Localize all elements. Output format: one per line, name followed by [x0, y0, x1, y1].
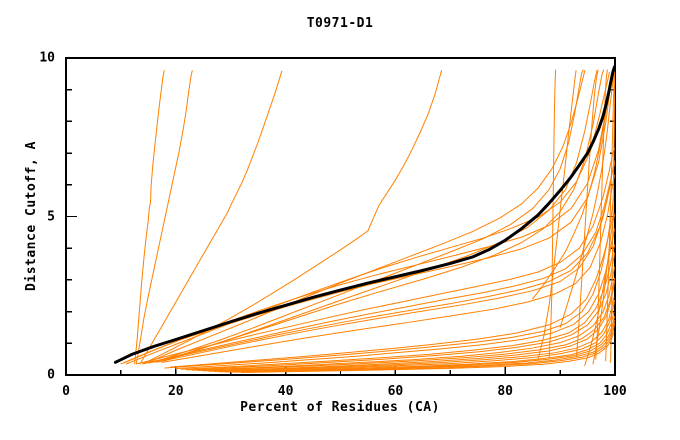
series-line-model-low-band-1 [164, 198, 614, 369]
series-line-model-low-band-2 [169, 212, 615, 368]
x-tick-label: 100 [603, 384, 627, 399]
series-line-model-mid-band-5 [161, 174, 615, 363]
x-tick-label: 80 [497, 384, 514, 399]
series-line-model-mid-band-4 [156, 162, 615, 363]
series-line-model-mid-band-2 [136, 147, 615, 365]
series-line-model-vertical-rise-3 [576, 69, 599, 357]
series-line-model-low-band-6 [191, 266, 615, 371]
x-tick-label: 40 [277, 384, 294, 399]
x-tick-label: 60 [387, 384, 404, 399]
series-line-model-mid-3 [153, 69, 584, 363]
series-line-model-low-band-15 [241, 331, 615, 373]
series-line-model-short-right-2 [584, 233, 615, 366]
series-line-model-mid-band-1 [142, 163, 615, 365]
series-line-model-vertical-rise-6 [610, 67, 615, 363]
x-axis-label: Percent of Residues (CA) [240, 400, 440, 415]
series-group [113, 65, 615, 373]
series-line-model-mid-rise-a [559, 69, 615, 328]
series-line-model-vertical-rise-1 [548, 69, 557, 359]
series-line-model-mid-2 [147, 70, 586, 363]
x-tick-label: 0 [62, 384, 70, 399]
series-line-model-vertical-rise-2 [537, 70, 577, 360]
series-line-model-low-band-4 [180, 244, 615, 370]
series-line-model-steep-3 [139, 70, 283, 365]
series-line-model-mid-band-3 [147, 160, 615, 364]
y-tick-label: 0 [47, 367, 55, 383]
x-tick-label: 20 [167, 384, 184, 399]
series-line-model-short-right-1 [592, 214, 615, 365]
series-line-reference-model [113, 65, 615, 364]
series-line-model-mid-5 [164, 69, 604, 362]
series-line-model-mid-4 [158, 70, 598, 363]
axes-group [65, 57, 616, 376]
series-line-model-low-band-10 [213, 300, 615, 373]
series-line-model-low-band-12 [224, 315, 615, 373]
chart-title: T0971-D1 [306, 16, 374, 31]
series-line-model-vertical-rise-4 [595, 69, 608, 360]
series-line-model-vertical-rise-5 [605, 70, 615, 362]
series-line-model-mid-1 [142, 70, 443, 365]
series-line-model-steep-2 [135, 70, 193, 365]
series-line-model-low-band-14 [235, 323, 615, 373]
series-line-model-steep-1 [134, 70, 165, 365]
y-tick-label: 10 [39, 50, 55, 66]
y-tick-label: 5 [47, 209, 55, 224]
